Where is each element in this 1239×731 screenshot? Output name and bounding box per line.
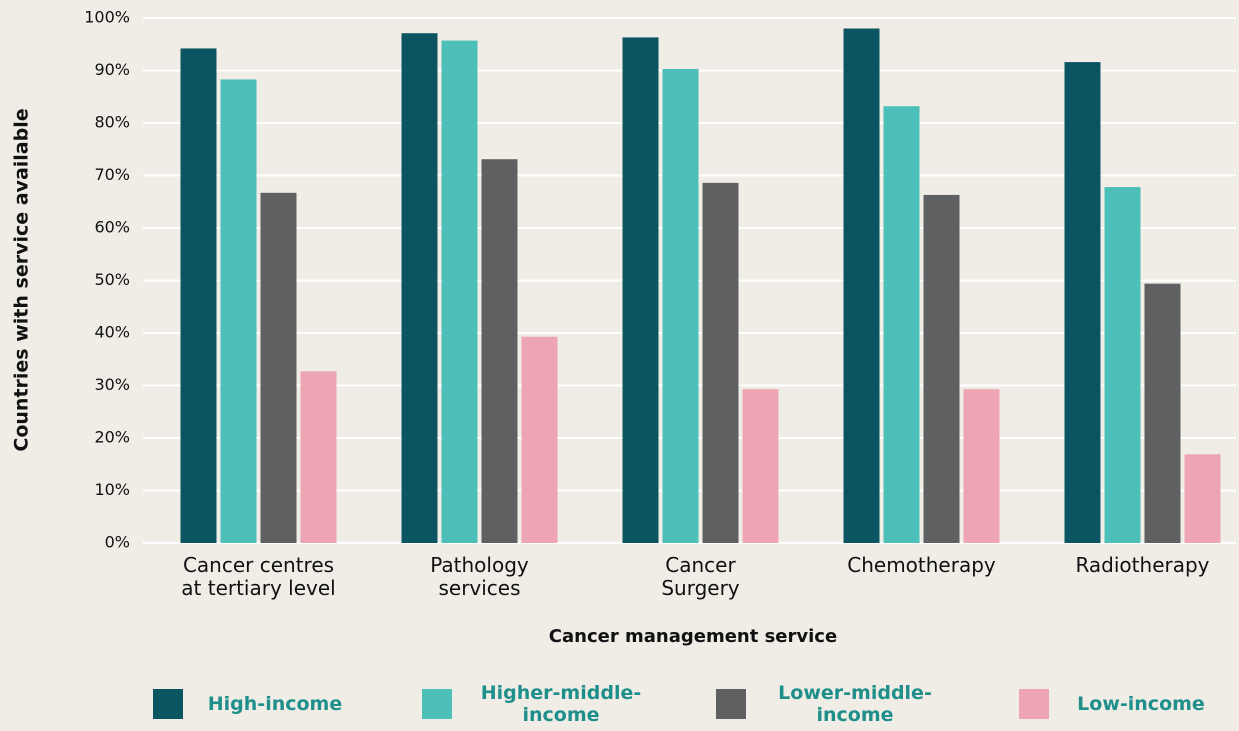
x-tick-label: Chemotherapy <box>847 553 996 577</box>
x-tick-label: Radiotherapy <box>1075 553 1210 577</box>
legend-label: Lower-middle-income <box>778 682 932 726</box>
x-tick-label: Cancer centres at tertiary level <box>181 553 336 600</box>
y-axis-title: Countries with service available <box>11 108 33 451</box>
bar <box>662 68 699 544</box>
bar <box>843 28 880 543</box>
bar <box>923 194 960 544</box>
legend-label: High-income <box>207 693 343 715</box>
bar <box>1144 283 1181 543</box>
legend-swatch <box>422 689 452 719</box>
y-tick-label: 30% <box>94 375 130 394</box>
bar <box>742 389 779 543</box>
bar <box>963 389 1000 543</box>
bar <box>521 336 558 543</box>
y-tick-label: 70% <box>94 165 130 184</box>
x-axis-title: Cancer management service <box>548 626 838 647</box>
bar <box>1104 187 1141 544</box>
y-tick-label: 100% <box>84 8 130 27</box>
y-tick-label: 50% <box>94 270 130 289</box>
y-tick-label: 60% <box>94 218 130 237</box>
bar <box>481 159 518 543</box>
bar <box>883 106 920 543</box>
bar <box>300 371 337 543</box>
legend-swatch <box>153 689 183 719</box>
legend-label: Low-income <box>1077 693 1205 715</box>
y-tick-label: 0% <box>105 533 130 552</box>
y-tick-label: 90% <box>94 60 130 79</box>
y-tick-label: 20% <box>94 428 130 447</box>
bar <box>441 40 478 543</box>
x-tick-label: Cancer Surgery <box>661 553 740 600</box>
y-tick-label: 80% <box>94 113 130 132</box>
bar <box>622 37 659 544</box>
bar <box>260 192 297 543</box>
bar <box>1064 62 1101 543</box>
bar <box>401 33 438 543</box>
legend-swatch <box>716 689 746 719</box>
x-tick-label: Pathology services <box>430 553 529 600</box>
legend-label: Higher-middle-income <box>480 682 642 726</box>
bar <box>180 48 217 543</box>
bar <box>220 79 257 544</box>
y-tick-label: 40% <box>94 323 130 342</box>
bar <box>1184 454 1221 543</box>
y-tick-label: 10% <box>94 480 130 499</box>
legend-swatch <box>1019 689 1049 719</box>
bar <box>702 182 739 543</box>
